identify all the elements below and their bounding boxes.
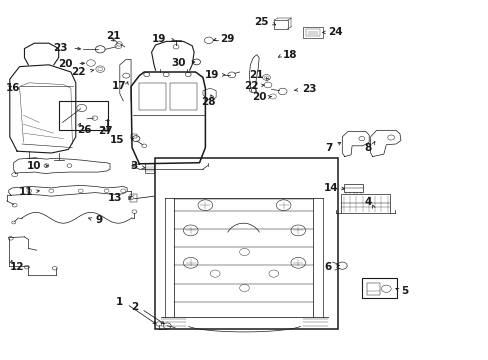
Text: 4: 4 [364, 197, 371, 207]
Text: 21: 21 [106, 31, 121, 41]
Text: 20: 20 [252, 92, 266, 102]
Text: 17: 17 [111, 81, 126, 91]
Text: 30: 30 [171, 58, 185, 68]
Text: 12: 12 [10, 262, 24, 272]
Text: 23: 23 [302, 84, 316, 94]
Text: 13: 13 [107, 193, 122, 203]
Bar [361, 278, 396, 298]
Text: 28: 28 [200, 96, 215, 107]
Text: 11: 11 [19, 186, 33, 197]
Text: 21: 21 [249, 70, 264, 80]
Bar [273, 20, 287, 29]
Text: 8: 8 [364, 143, 371, 153]
Text: 3: 3 [130, 161, 138, 171]
Bar [129, 194, 137, 202]
Text: 25: 25 [254, 17, 268, 27]
Text: 22: 22 [71, 67, 86, 77]
Text: 15: 15 [110, 135, 124, 145]
Text: 20: 20 [58, 59, 72, 69]
Bar [305, 29, 320, 36]
Text: 23: 23 [53, 42, 67, 53]
Text: 7: 7 [325, 143, 332, 153]
Text: 6: 6 [324, 262, 331, 272]
Text: 27: 27 [98, 126, 112, 136]
Text: 14: 14 [323, 183, 338, 193]
Text: 24: 24 [328, 27, 343, 37]
Bar [303, 27, 322, 38]
Text: 26: 26 [77, 125, 92, 135]
Text: 19: 19 [204, 70, 219, 80]
Text: 19: 19 [152, 34, 166, 44]
Text: 22: 22 [243, 81, 258, 91]
Text: 29: 29 [220, 34, 234, 44]
Bar [144, 163, 153, 173]
Text: 10: 10 [27, 161, 41, 171]
Bar [344, 184, 362, 192]
Text: 9: 9 [95, 215, 102, 225]
Text: 18: 18 [282, 50, 297, 60]
Bar [366, 283, 380, 295]
Bar [130, 134, 137, 138]
Text: 1: 1 [116, 297, 123, 307]
Text: 5: 5 [400, 286, 407, 296]
Bar [154, 158, 337, 329]
Text: 2: 2 [130, 302, 138, 312]
Bar [139, 83, 166, 110]
Bar [170, 83, 197, 110]
Bar [59, 101, 107, 130]
Bar [341, 194, 389, 213]
Text: 16: 16 [6, 83, 20, 93]
